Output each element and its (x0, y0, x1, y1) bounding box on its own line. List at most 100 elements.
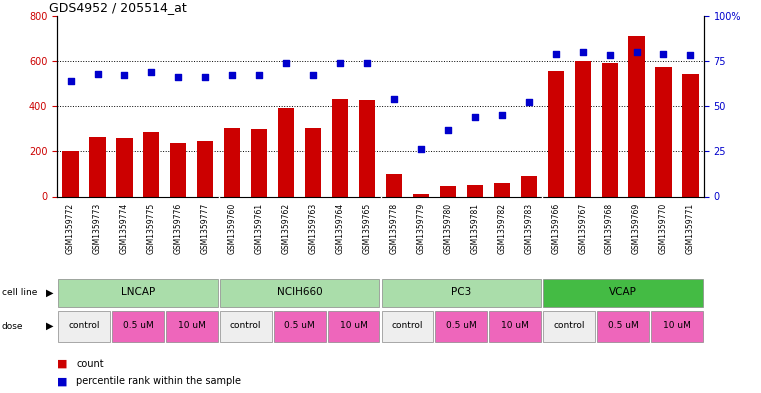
Text: GSM1359772: GSM1359772 (66, 203, 75, 254)
Point (91, 70, 103, 77)
Bar (412, 194, 429, 196)
Bar (655, 66, 672, 196)
Bar (381, 310, 433, 342)
Bar (58, 310, 110, 342)
Point (280, 60, 292, 66)
Text: GSM1359774: GSM1359774 (120, 203, 129, 254)
Text: control: control (392, 321, 423, 330)
Bar (90, 137, 106, 196)
Bar (601, 63, 618, 196)
Bar (58, 279, 218, 307)
Bar (489, 310, 541, 342)
Bar (575, 61, 591, 196)
Point (603, 52, 616, 59)
Text: GSM1359780: GSM1359780 (444, 203, 452, 254)
Bar (683, 74, 699, 196)
Text: cell line: cell line (2, 288, 37, 297)
Point (334, 60, 346, 66)
Point (361, 60, 373, 66)
Point (388, 96, 400, 102)
Text: GSM1359779: GSM1359779 (416, 203, 425, 254)
Bar (386, 174, 402, 196)
Point (307, 72, 319, 79)
Bar (305, 128, 321, 196)
Bar (440, 186, 456, 196)
Text: GSM1359767: GSM1359767 (578, 203, 587, 254)
Point (415, 146, 427, 152)
Text: GSM1359762: GSM1359762 (282, 203, 291, 254)
Text: percentile rank within the sample: percentile rank within the sample (76, 376, 241, 386)
Bar (521, 176, 537, 196)
Point (684, 52, 696, 59)
Text: 0.5 uM: 0.5 uM (608, 321, 638, 330)
Text: VCAP: VCAP (609, 287, 637, 297)
Bar (220, 310, 272, 342)
Bar (548, 71, 564, 196)
Text: GSM1359771: GSM1359771 (686, 203, 695, 254)
Bar (197, 141, 213, 196)
Text: PC3: PC3 (451, 287, 472, 297)
Bar (116, 138, 132, 196)
Text: 10 uM: 10 uM (501, 321, 529, 330)
Point (630, 49, 642, 55)
Text: LNCAP: LNCAP (121, 287, 155, 297)
Bar (166, 310, 218, 342)
Bar (62, 151, 78, 196)
Bar (251, 129, 267, 196)
Point (145, 69, 158, 75)
Text: GSM1359782: GSM1359782 (497, 203, 506, 254)
Point (577, 49, 589, 55)
Text: control: control (230, 321, 262, 330)
Text: GSM1359761: GSM1359761 (255, 203, 264, 254)
Point (469, 114, 481, 120)
Text: NCIH660: NCIH660 (277, 287, 323, 297)
Point (523, 99, 535, 106)
Text: GSM1359768: GSM1359768 (605, 203, 614, 254)
Bar (629, 36, 645, 197)
Bar (220, 279, 380, 307)
Point (442, 127, 454, 133)
Bar (278, 108, 295, 196)
Bar (466, 185, 483, 196)
Point (199, 74, 212, 80)
Text: GSM1359776: GSM1359776 (174, 203, 183, 254)
Text: 10 uM: 10 uM (339, 321, 368, 330)
Text: ▶: ▶ (46, 288, 53, 298)
Point (172, 74, 184, 80)
Bar (224, 128, 240, 196)
Bar (381, 279, 541, 307)
Text: GSM1359781: GSM1359781 (470, 203, 479, 254)
Text: GDS4952 / 205514_at: GDS4952 / 205514_at (49, 1, 187, 14)
Bar (651, 310, 703, 342)
Text: 10 uM: 10 uM (663, 321, 691, 330)
Bar (543, 310, 595, 342)
Text: GSM1359770: GSM1359770 (659, 203, 668, 254)
Text: GSM1359765: GSM1359765 (362, 203, 371, 254)
Text: GSM1359775: GSM1359775 (147, 203, 156, 254)
Text: ▶: ▶ (46, 321, 53, 331)
Text: GSM1359778: GSM1359778 (390, 203, 399, 254)
Text: GSM1359763: GSM1359763 (309, 203, 317, 254)
Text: GSM1359766: GSM1359766 (551, 203, 560, 254)
Text: control: control (553, 321, 585, 330)
Point (549, 51, 562, 57)
Text: 0.5 uM: 0.5 uM (123, 321, 153, 330)
Text: control: control (68, 321, 100, 330)
Text: ■: ■ (57, 376, 68, 386)
Text: 0.5 uM: 0.5 uM (446, 321, 476, 330)
Bar (112, 310, 164, 342)
Text: GSM1359777: GSM1359777 (201, 203, 210, 254)
Bar (332, 99, 348, 196)
Bar (494, 183, 510, 196)
Bar (274, 310, 326, 342)
Point (253, 72, 266, 79)
Point (65, 78, 77, 84)
Bar (435, 310, 487, 342)
Bar (143, 132, 160, 196)
Text: 0.5 uM: 0.5 uM (285, 321, 315, 330)
Text: 10 uM: 10 uM (178, 321, 205, 330)
Point (119, 72, 131, 79)
Text: GSM1359764: GSM1359764 (336, 203, 345, 254)
Bar (328, 310, 380, 342)
Text: ■: ■ (57, 358, 68, 369)
